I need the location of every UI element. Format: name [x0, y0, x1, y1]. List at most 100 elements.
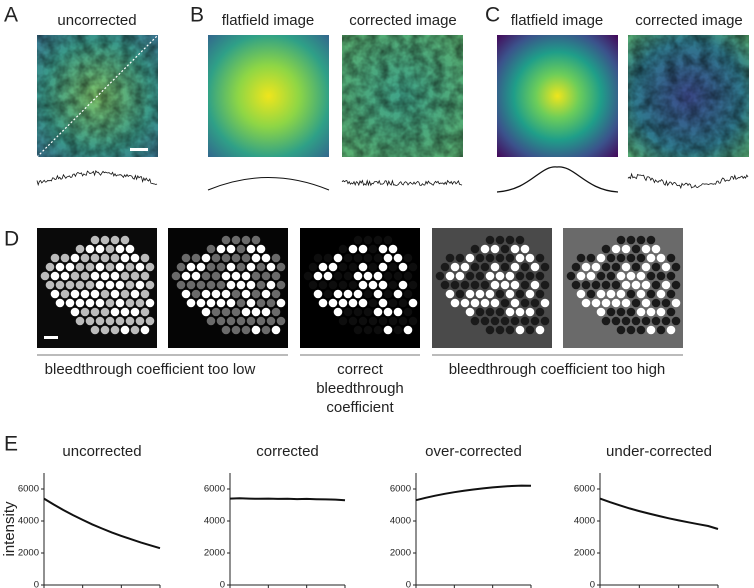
particle [171, 271, 181, 281]
particle [236, 244, 246, 254]
particle [571, 280, 581, 290]
particle [246, 316, 256, 326]
particle [216, 244, 226, 254]
particle [216, 316, 226, 326]
particle [515, 271, 525, 281]
particle [105, 280, 115, 290]
profile [496, 166, 619, 193]
particle [105, 316, 115, 326]
particle [65, 298, 75, 308]
particle [636, 325, 646, 335]
particle [90, 235, 100, 245]
particle [671, 262, 681, 272]
particle [490, 280, 500, 290]
particle [328, 262, 338, 272]
particle [378, 316, 388, 326]
particle [60, 289, 70, 299]
particle [358, 244, 368, 254]
particle [373, 235, 383, 245]
particle [363, 307, 373, 317]
profile [207, 177, 330, 191]
particle [510, 280, 520, 290]
particle [115, 280, 125, 290]
particle [125, 316, 135, 326]
particle [231, 253, 241, 263]
particle [60, 271, 70, 281]
particle [596, 307, 606, 317]
particle [251, 325, 261, 335]
particle [261, 325, 271, 335]
particle [201, 307, 211, 317]
particle [251, 235, 261, 245]
particle [671, 298, 681, 308]
particle [110, 307, 120, 317]
particle [176, 262, 186, 272]
particle [276, 316, 286, 326]
particle [363, 289, 373, 299]
particle [50, 289, 60, 299]
particle [646, 253, 656, 263]
particle [353, 289, 363, 299]
particle [338, 262, 348, 272]
particle [408, 298, 418, 308]
particle [515, 235, 525, 245]
particle [85, 244, 95, 254]
particle [465, 253, 475, 263]
particle [323, 289, 333, 299]
particle [636, 289, 646, 299]
particle [348, 316, 358, 326]
caption: correct [337, 361, 384, 378]
particle [373, 289, 383, 299]
particle [323, 271, 333, 281]
particle [571, 262, 581, 272]
particle [176, 280, 186, 290]
particle [636, 235, 646, 245]
particle [196, 280, 206, 290]
particle [378, 280, 388, 290]
particle [85, 280, 95, 290]
particle [246, 262, 256, 272]
particle [540, 298, 550, 308]
particle [520, 262, 530, 272]
particle [475, 271, 485, 281]
particle [636, 271, 646, 281]
particle [651, 280, 661, 290]
y-tick-label: 0 [406, 580, 411, 588]
particle [65, 280, 75, 290]
particle [525, 253, 535, 263]
particle [140, 307, 150, 317]
particle [100, 307, 110, 317]
particle [130, 307, 140, 317]
particle [221, 325, 231, 335]
particle [236, 298, 246, 308]
particle [55, 262, 65, 272]
particle [201, 271, 211, 281]
y-tick-label: 6000 [204, 484, 225, 495]
particle [636, 307, 646, 317]
line [229, 497, 346, 502]
particle [251, 271, 261, 281]
particle [236, 280, 246, 290]
particle [313, 289, 323, 299]
particle [75, 262, 85, 272]
particle [505, 271, 515, 281]
particle [515, 325, 525, 335]
particle [403, 253, 413, 263]
particle [246, 298, 256, 308]
particle [651, 316, 661, 326]
particle [105, 298, 115, 308]
particle [50, 253, 60, 263]
particle [246, 244, 256, 254]
particle [636, 253, 646, 263]
particle [581, 280, 591, 290]
y-tick-label: 4000 [18, 516, 39, 527]
particle [641, 262, 651, 272]
particle [90, 325, 100, 335]
particle [535, 289, 545, 299]
particle [495, 253, 505, 263]
particle [631, 298, 641, 308]
particle [388, 244, 398, 254]
particle [408, 316, 418, 326]
particle [621, 262, 631, 272]
particle [576, 289, 586, 299]
